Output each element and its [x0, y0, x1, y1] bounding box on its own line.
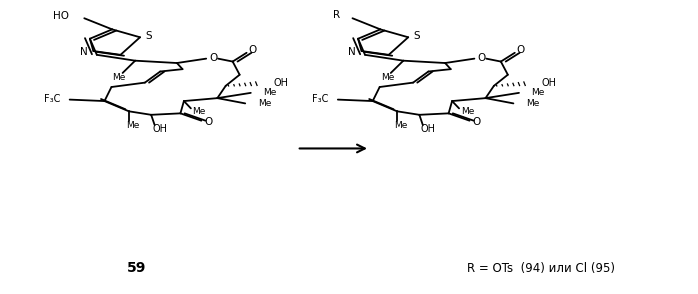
Text: O: O [517, 46, 524, 56]
Text: S: S [413, 31, 420, 41]
Text: O: O [204, 116, 212, 126]
Text: Me: Me [380, 73, 394, 82]
Text: R = OTs  (94) или Cl (95): R = OTs (94) или Cl (95) [466, 262, 614, 275]
Text: O: O [473, 116, 481, 126]
Text: R: R [333, 10, 340, 20]
Text: Me: Me [112, 73, 126, 82]
Text: OH: OH [421, 124, 436, 134]
Text: OH: OH [273, 78, 288, 88]
Text: Me: Me [394, 121, 407, 130]
Text: O: O [248, 46, 256, 56]
Text: N: N [348, 48, 356, 58]
Text: Me: Me [526, 99, 540, 108]
Text: N: N [80, 48, 87, 58]
Text: Me: Me [126, 121, 139, 130]
Text: 59: 59 [127, 261, 146, 275]
Text: O: O [209, 53, 217, 63]
Text: HO: HO [53, 11, 69, 21]
Text: Me: Me [258, 99, 271, 108]
Text: Me: Me [193, 107, 206, 116]
Text: OH: OH [541, 78, 556, 88]
Text: Me: Me [263, 88, 276, 97]
Text: S: S [145, 31, 151, 41]
Text: OH: OH [153, 124, 168, 134]
Text: F₃C: F₃C [312, 94, 328, 104]
Text: Me: Me [461, 107, 474, 116]
Text: F₃C: F₃C [43, 94, 60, 104]
Text: O: O [477, 53, 486, 63]
Text: Me: Me [531, 88, 545, 97]
